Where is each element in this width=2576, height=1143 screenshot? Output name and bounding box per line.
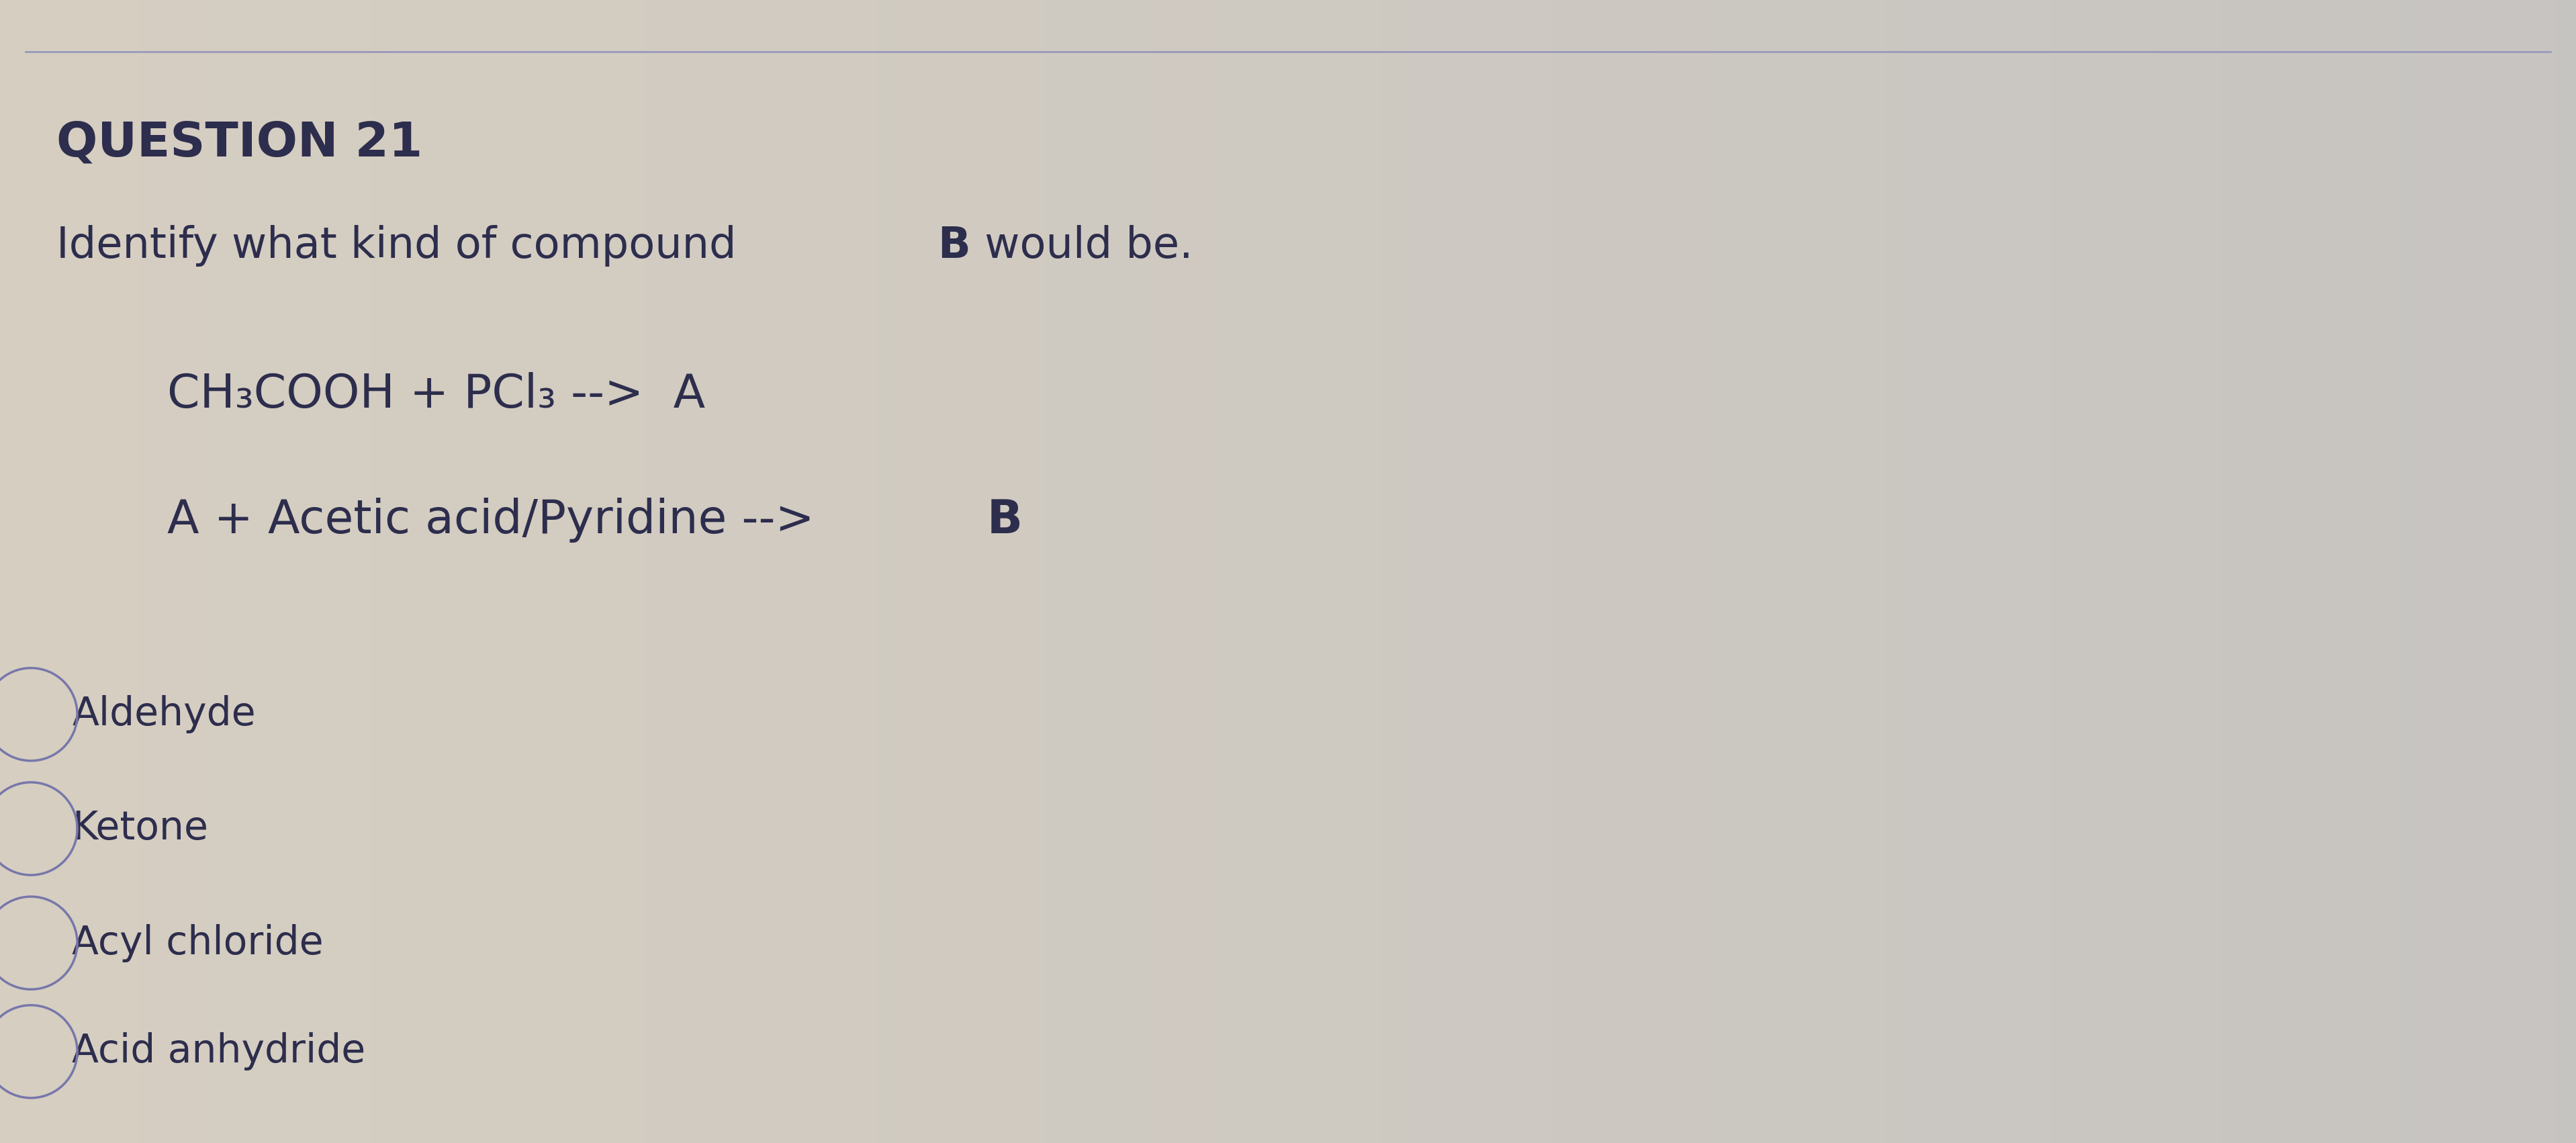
- Text: A + Acetic acid/Pyridine -->: A + Acetic acid/Pyridine -->: [167, 497, 845, 543]
- Text: Identify what kind of compound: Identify what kind of compound: [57, 225, 750, 266]
- Text: B: B: [938, 225, 971, 266]
- Text: CH₃COOH + PCl₃ -->  A: CH₃COOH + PCl₃ --> A: [167, 371, 706, 417]
- Text: Acyl chloride: Acyl chloride: [72, 924, 325, 962]
- Text: Ketone: Ketone: [72, 809, 209, 848]
- Text: would be.: would be.: [971, 225, 1193, 266]
- Text: B: B: [987, 497, 1023, 543]
- Text: Acid anhydride: Acid anhydride: [72, 1032, 366, 1071]
- Text: Aldehyde: Aldehyde: [72, 695, 255, 734]
- Text: QUESTION 21: QUESTION 21: [57, 120, 422, 166]
